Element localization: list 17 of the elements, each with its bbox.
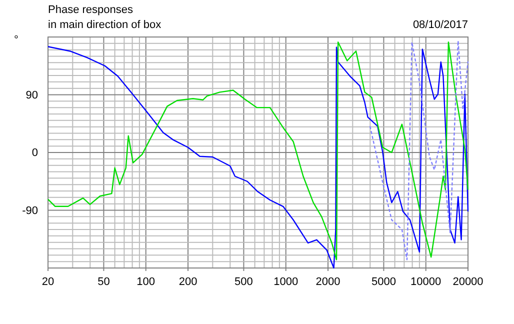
x-tick-label: 20000 xyxy=(452,276,484,288)
y-axis-title: ° xyxy=(14,34,18,46)
chart-title: Phase responses xyxy=(48,4,134,16)
y-tick-label: -90 xyxy=(22,204,38,217)
x-tick-label: 500 xyxy=(234,276,253,288)
x-tick-label: 5000 xyxy=(371,276,396,288)
x-tick-label: 50 xyxy=(98,276,110,288)
x-tick-label: 100 xyxy=(136,276,156,288)
x-tick-label: 200 xyxy=(178,276,198,288)
y-tick-label: 0 xyxy=(32,147,38,160)
x-tick-label: 1000 xyxy=(274,276,298,288)
text: 08/10/2017 xyxy=(412,19,468,31)
y-tick-label: 90 xyxy=(26,89,38,102)
x-tick-label: 20 xyxy=(42,276,54,288)
x-tick-label: 10000 xyxy=(410,276,442,288)
x-tick-label: 2000 xyxy=(316,276,340,288)
chart-subtitle: in main direction of box xyxy=(48,19,162,31)
